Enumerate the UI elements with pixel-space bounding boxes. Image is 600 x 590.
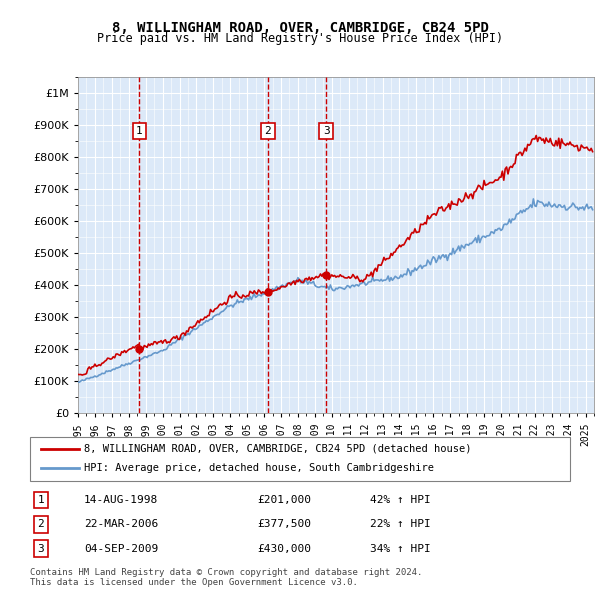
Text: 2: 2 (265, 126, 271, 136)
Text: 22-MAR-2006: 22-MAR-2006 (84, 519, 158, 529)
Text: £201,000: £201,000 (257, 495, 311, 505)
Text: 8, WILLINGHAM ROAD, OVER, CAMBRIDGE, CB24 5PD: 8, WILLINGHAM ROAD, OVER, CAMBRIDGE, CB2… (112, 21, 488, 35)
Text: 22% ↑ HPI: 22% ↑ HPI (370, 519, 431, 529)
FancyBboxPatch shape (30, 437, 570, 481)
Text: 14-AUG-1998: 14-AUG-1998 (84, 495, 158, 505)
Text: 1: 1 (37, 495, 44, 505)
Text: This data is licensed under the Open Government Licence v3.0.: This data is licensed under the Open Gov… (30, 578, 358, 587)
Text: Contains HM Land Registry data © Crown copyright and database right 2024.: Contains HM Land Registry data © Crown c… (30, 568, 422, 576)
Text: £377,500: £377,500 (257, 519, 311, 529)
Text: 04-SEP-2009: 04-SEP-2009 (84, 544, 158, 553)
Text: 1: 1 (136, 126, 143, 136)
Text: 3: 3 (323, 126, 329, 136)
Text: Price paid vs. HM Land Registry's House Price Index (HPI): Price paid vs. HM Land Registry's House … (97, 32, 503, 45)
Text: 34% ↑ HPI: 34% ↑ HPI (370, 544, 431, 553)
Text: 8, WILLINGHAM ROAD, OVER, CAMBRIDGE, CB24 5PD (detached house): 8, WILLINGHAM ROAD, OVER, CAMBRIDGE, CB2… (84, 444, 472, 454)
Text: 42% ↑ HPI: 42% ↑ HPI (370, 495, 431, 505)
Text: HPI: Average price, detached house, South Cambridgeshire: HPI: Average price, detached house, Sout… (84, 464, 434, 473)
Text: 2: 2 (37, 519, 44, 529)
Text: 3: 3 (37, 544, 44, 553)
Text: £430,000: £430,000 (257, 544, 311, 553)
